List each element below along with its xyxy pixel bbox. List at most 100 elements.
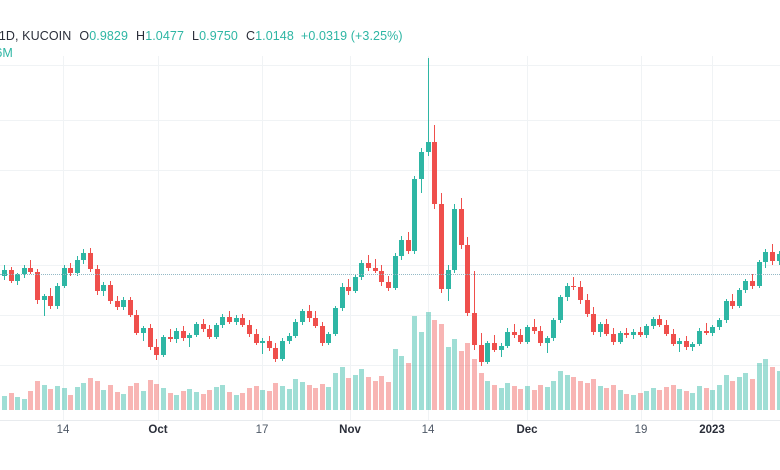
vertical-gridline	[158, 56, 159, 420]
candle-body	[366, 263, 372, 268]
volume-bar	[491, 384, 497, 410]
volume-bar	[551, 380, 557, 410]
volume-bar	[465, 343, 471, 410]
candle-body	[313, 318, 319, 326]
volume-bar	[405, 362, 411, 410]
ohlc-high: H1.0477	[136, 29, 184, 43]
low-value: 0.9750	[199, 29, 238, 43]
candle-body	[763, 252, 769, 263]
candle-wick	[169, 329, 171, 342]
close-value: 1.0148	[255, 29, 294, 43]
volume-bar	[174, 395, 180, 410]
candle-body	[697, 330, 703, 344]
candle-body	[637, 331, 643, 335]
candle-body	[405, 239, 411, 251]
open-value: 0.9829	[89, 29, 129, 43]
volume-bar	[703, 388, 709, 410]
volume-bar	[597, 386, 603, 410]
candle-body	[220, 317, 226, 325]
volume-bar	[193, 392, 199, 410]
candle-body	[187, 334, 193, 339]
time-axis-label: 17	[255, 424, 269, 436]
volume-bar	[769, 366, 775, 410]
horizontal-gridline	[0, 365, 780, 366]
candle-body	[425, 142, 431, 153]
chart-plot-area[interactable]	[0, 56, 780, 420]
volume-bar	[200, 394, 206, 410]
vertical-gridline	[712, 56, 713, 420]
volume-bar	[107, 384, 113, 410]
candle-body	[432, 142, 438, 204]
candle-body	[233, 318, 239, 322]
candle-wick	[30, 259, 32, 275]
candle-wick	[143, 326, 145, 341]
volume-bar	[670, 384, 676, 410]
candle-body	[141, 328, 147, 333]
candle-body	[293, 321, 299, 337]
volume-bar	[88, 377, 94, 410]
volume-bar	[644, 391, 650, 410]
volume-bar	[68, 395, 74, 410]
candle-body	[339, 286, 345, 309]
candle-wick	[348, 278, 350, 295]
candle-wick	[189, 332, 191, 348]
candle-wick	[513, 323, 515, 339]
candle-body	[28, 267, 34, 273]
candle-body	[127, 300, 133, 315]
candle-body	[167, 337, 173, 340]
candle-body	[21, 267, 27, 275]
low-label: L	[192, 29, 200, 43]
candle-body	[48, 295, 54, 306]
candle-body	[379, 271, 385, 283]
candle-body	[703, 330, 709, 333]
volume-bar	[227, 392, 233, 410]
volume-bar	[160, 388, 166, 410]
candle-body	[160, 337, 166, 356]
candle-body	[280, 340, 286, 359]
ohlc-close: C1.0148	[246, 29, 294, 43]
candle-body	[624, 332, 630, 335]
candle-body	[445, 269, 451, 289]
volume-bar	[544, 387, 550, 410]
volume-bar	[273, 382, 279, 410]
volume-bar	[2, 396, 7, 410]
volume-bar	[74, 387, 80, 410]
candle-body	[213, 324, 219, 338]
time-axis-label: 14	[421, 424, 435, 436]
volume-bar	[743, 372, 749, 410]
candle-body	[299, 311, 305, 322]
candle-body	[399, 239, 405, 257]
candle-body	[240, 318, 246, 325]
volume-bar	[41, 384, 47, 410]
volume-bar	[134, 382, 140, 410]
candle-body	[472, 312, 478, 346]
candle-body	[478, 345, 484, 362]
candle-body	[683, 340, 689, 348]
time-axis[interactable]: 14 Oct 17 Nov 14 Dec 19 2023	[0, 420, 780, 442]
candle-body	[94, 268, 100, 292]
candle-body	[670, 333, 676, 344]
volume-bar	[253, 385, 259, 410]
horizontal-gridline	[0, 65, 780, 66]
volume-bar	[577, 380, 583, 410]
volume-bar	[538, 384, 544, 410]
candle-wick	[573, 276, 575, 291]
volume-bar	[485, 380, 491, 410]
candle-body	[246, 324, 252, 334]
volume-bar	[233, 395, 239, 410]
volume-bar	[101, 390, 107, 410]
candle-body	[2, 269, 7, 276]
price-level-layer	[0, 56, 780, 420]
candle-wick	[705, 322, 707, 335]
candle-body	[54, 285, 60, 306]
volume-bar	[280, 386, 286, 410]
candle-body	[372, 267, 378, 272]
volume-bar	[94, 380, 100, 410]
volume-bar	[379, 375, 385, 410]
candle-body	[630, 331, 636, 335]
candle-body	[677, 340, 683, 344]
volume-bar	[412, 315, 418, 410]
volume-bar	[438, 323, 444, 410]
volume-bar	[154, 383, 160, 410]
candle-body	[286, 336, 292, 341]
